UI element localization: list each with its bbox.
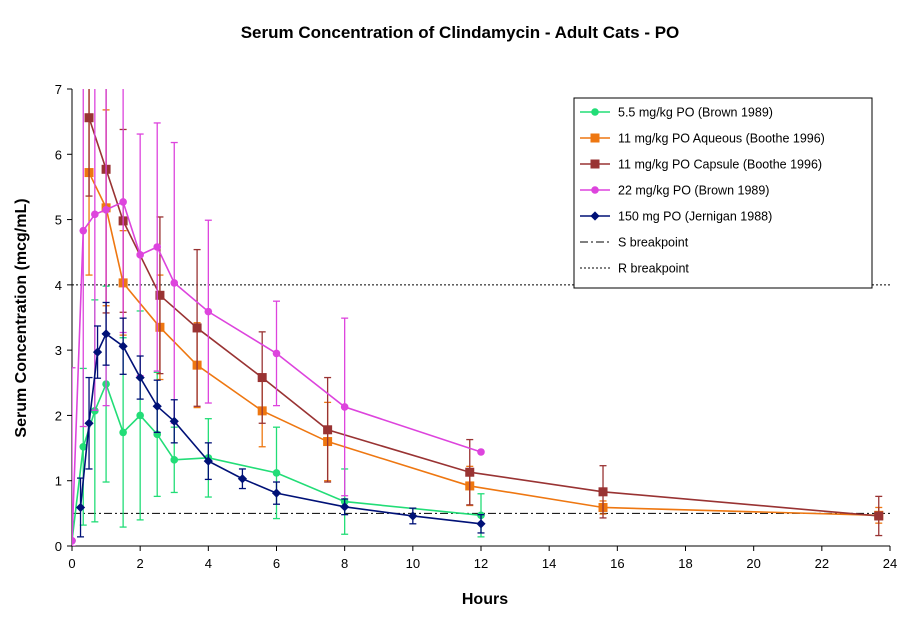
data-point [598,487,608,497]
x-tick-label: 22 [815,556,829,571]
data-point [92,347,103,357]
data-point [84,418,94,428]
y-axis: 0 1 2 3 4 5 6 7 [55,82,72,554]
data-point [136,251,144,259]
legend-marker [590,159,600,169]
plot-area [71,89,890,547]
x-tick-label: 24 [883,556,897,571]
legend-label: 5.5 mg/kg PO (Brown 1989) [618,106,773,120]
data-point [170,279,179,287]
x-tick-label: 2 [137,556,144,571]
data-point [101,329,111,339]
data-point [169,416,179,426]
x-tick-label: 20 [746,556,760,571]
data-point [874,511,884,521]
data-point [204,307,213,316]
y-tick-label: 1 [55,474,62,489]
x-tick-label: 0 [68,556,75,571]
data-point [135,372,145,383]
series-line [88,117,879,517]
data-point [477,448,485,456]
series-5 [75,301,486,538]
data-point [192,323,202,333]
data-point [79,226,88,235]
y-tick-label: 0 [55,539,62,554]
data-point [408,511,418,521]
x-tick-label: 14 [542,556,556,571]
data-point [323,425,333,435]
legend-label: 22 mg/kg PO (Brown 1989) [618,184,769,198]
legend-label: S breakpoint [618,236,689,250]
series-line [88,172,879,517]
x-tick-label: 16 [610,556,624,571]
data-point [340,403,349,411]
data-point [91,407,99,415]
legend-label: 11 mg/kg PO Aqueous (Boothe 1996) [618,132,825,146]
legend-label: 11 mg/kg PO Capsule (Boothe 1996) [618,158,822,172]
data-point [465,467,475,477]
legend-box [573,97,873,289]
legend-marker [591,186,599,194]
x-tick-label: 10 [406,556,420,571]
data-point [72,536,76,545]
x-axis-title: Hours [462,591,508,608]
series-group [72,89,884,546]
data-point [237,474,248,484]
data-point [272,349,281,358]
data-point [170,456,179,464]
data-point [91,210,99,219]
data-point [118,341,128,351]
data-point [84,113,94,123]
data-point [136,411,144,420]
x-tick-label: 12 [474,556,488,571]
data-point [102,205,110,214]
legend-marker [591,108,599,116]
data-point [155,290,165,300]
y-tick-label: 5 [55,213,62,228]
data-point [119,428,127,437]
legend-marker [590,211,600,221]
legend-label: R breakpoint [618,262,689,276]
x-tick-label: 8 [341,556,348,571]
data-point [340,502,350,512]
legend-marker [590,133,600,143]
x-tick-label: 18 [678,556,692,571]
data-point [153,243,162,251]
data-point [75,502,86,513]
data-point [476,519,486,529]
data-point [152,401,162,411]
y-tick-label: 6 [55,147,62,162]
data-point [79,442,88,451]
data-point [257,373,267,383]
data-point [272,469,281,477]
y-tick-label: 2 [55,408,62,423]
data-point [203,456,213,466]
chart-title: Serum Concentration of Clindamycin - Adu… [241,23,680,42]
x-tick-label: 6 [273,556,280,571]
y-tick-label: 3 [55,343,62,358]
x-axis: 0 2 4 6 8 10 12 14 16 18 20 22 24 [68,546,897,571]
x-tick-label: 4 [205,556,212,571]
y-tick-label: 7 [55,82,62,97]
legend: 5.5 mg/kg PO (Brown 1989) 11 mg/kg PO Aqu… [573,97,873,289]
legend-label: 150 mg PO (Jernigan 1988) [618,210,772,224]
y-tick-label: 4 [55,278,62,293]
series-line [72,381,482,541]
y-axis-title: Serum Concentration (mcg/mL) [13,198,30,437]
data-point [119,198,127,206]
data-point [271,488,282,498]
